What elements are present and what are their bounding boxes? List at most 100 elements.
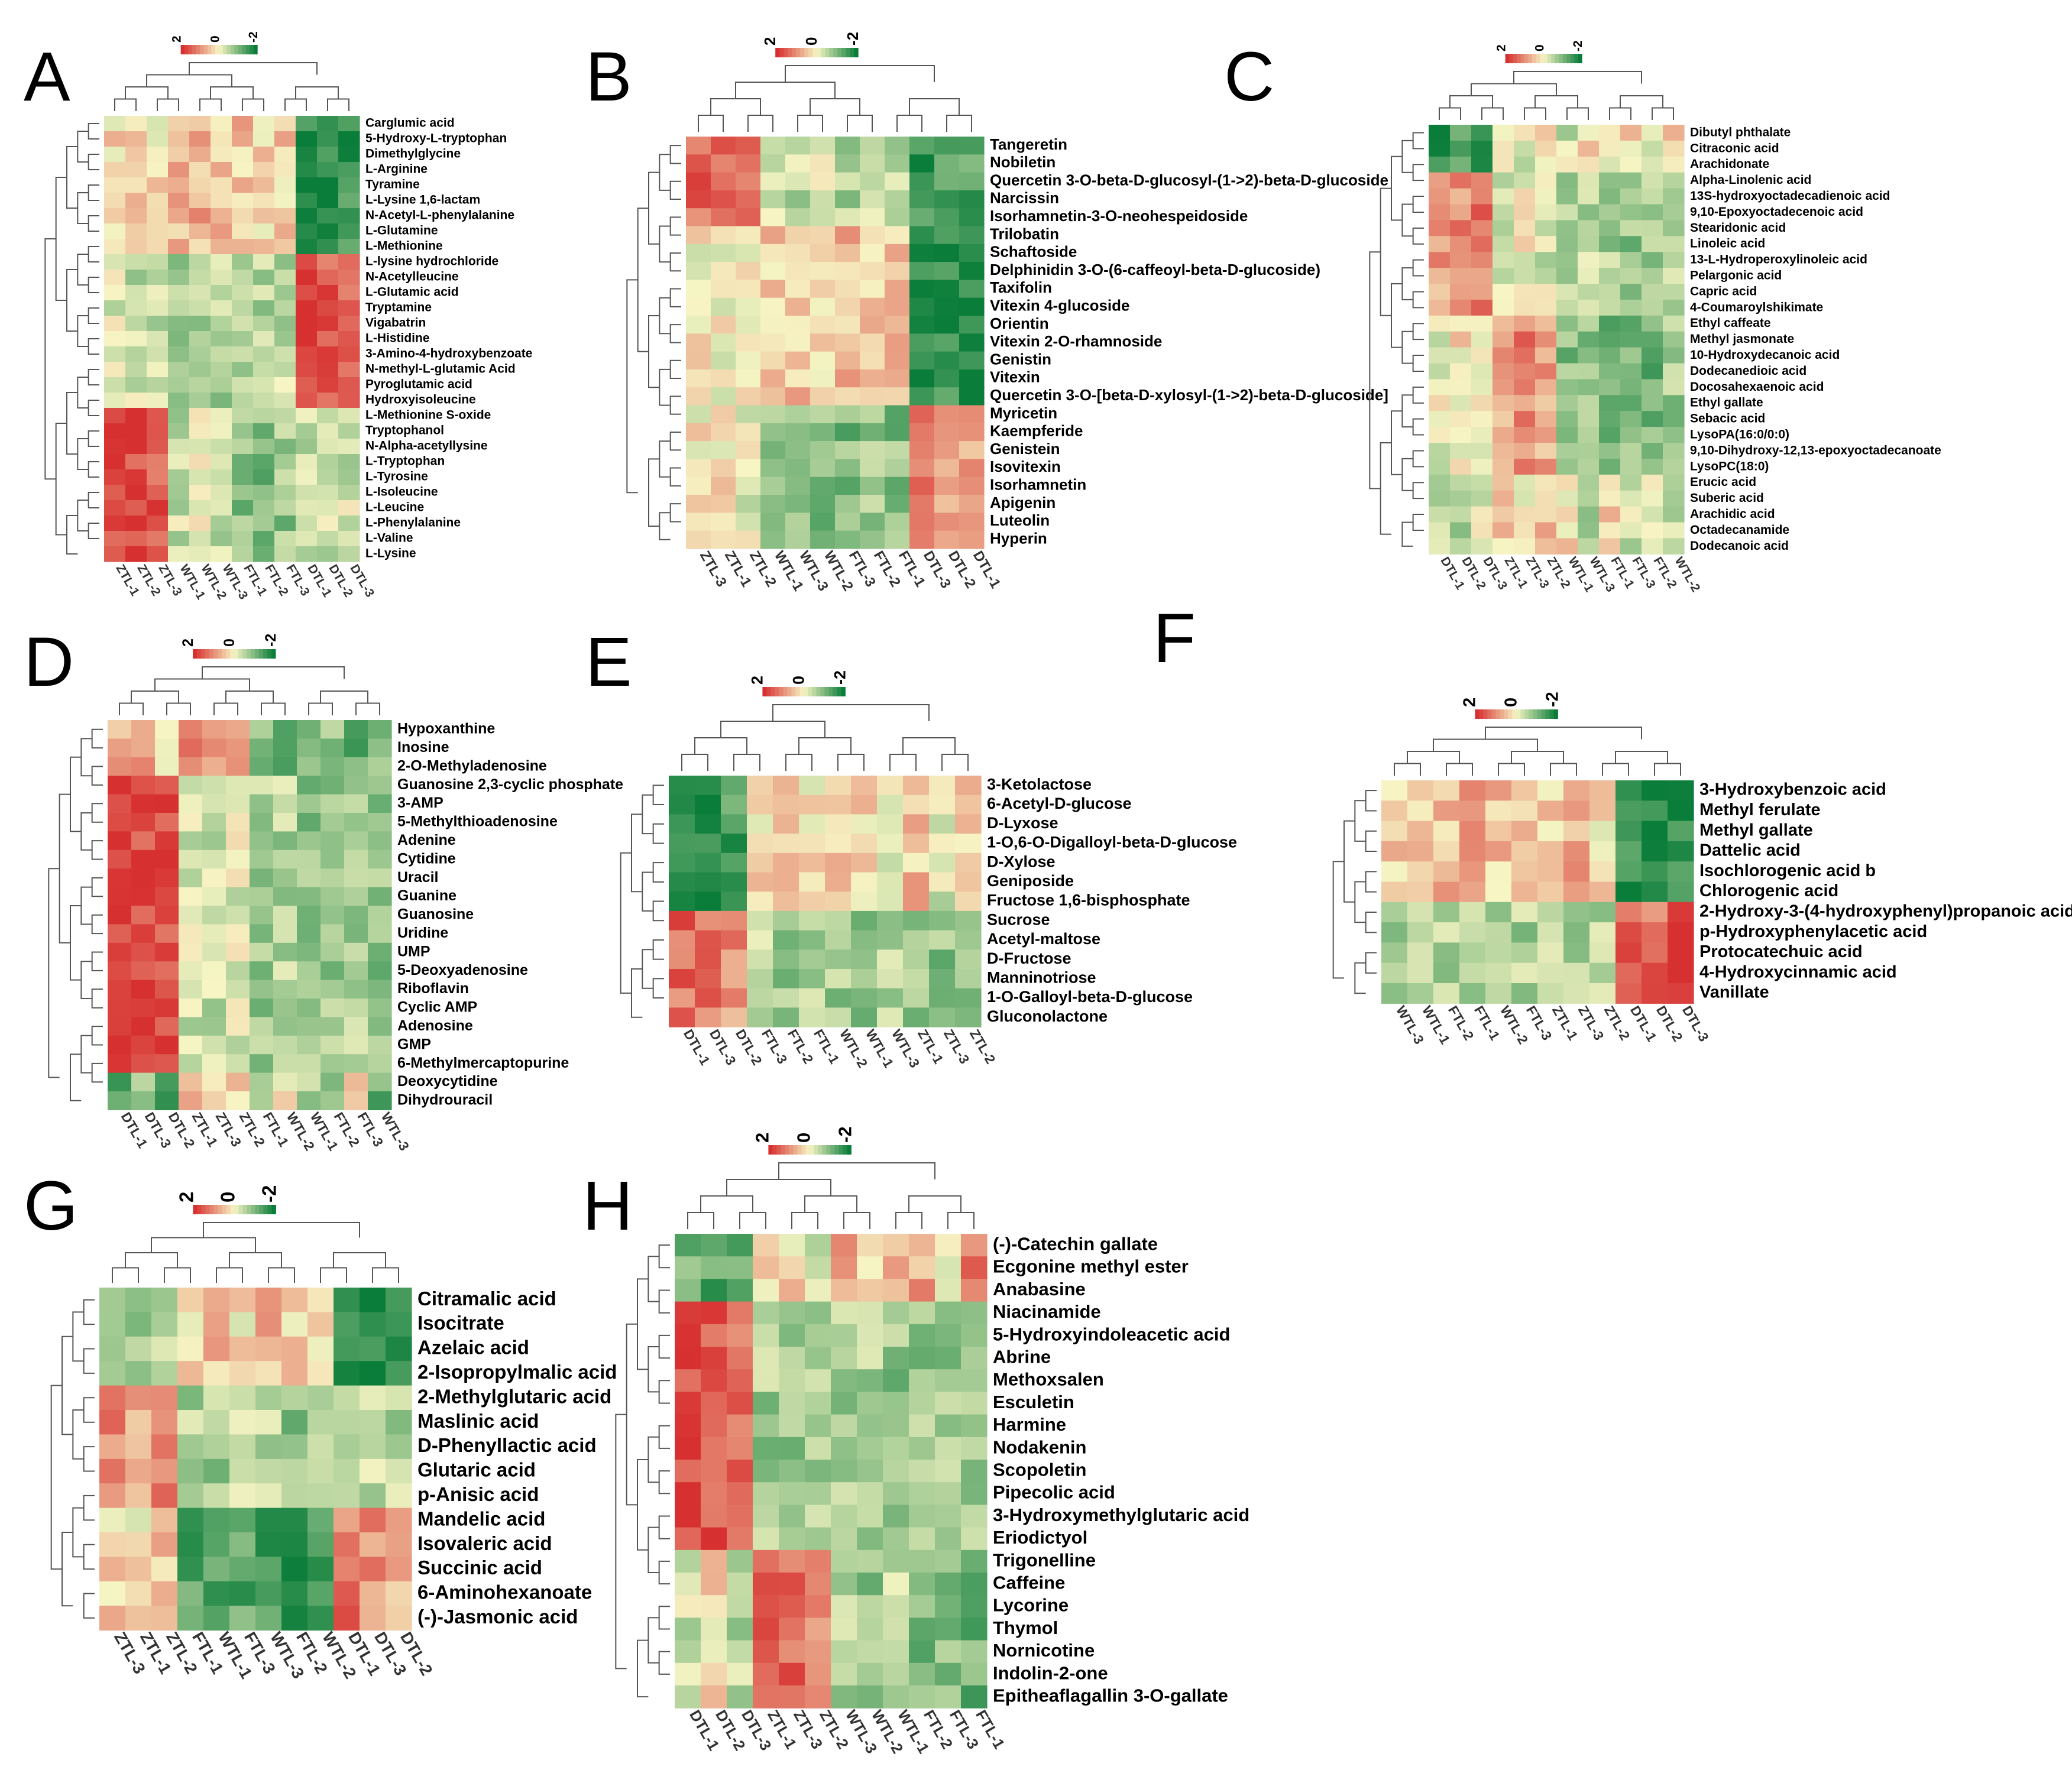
- heatmap-cell: [179, 924, 203, 944]
- heatmap-cell: [1620, 315, 1642, 332]
- heatmap-cell: [675, 1595, 701, 1618]
- heatmap-cell: [760, 476, 786, 495]
- column-dendrogram: [112, 1222, 399, 1283]
- heatmap-cell: [1514, 220, 1536, 236]
- heatmap-cell: [125, 162, 147, 178]
- color-scale-swatch: [816, 687, 821, 696]
- heatmap-cell: [211, 208, 232, 224]
- heatmap-cell: [1493, 522, 1514, 539]
- heatmap-cell: [1642, 188, 1663, 205]
- heatmap-cell: [1663, 363, 1685, 380]
- heatmap-cell: [386, 1532, 412, 1557]
- panel-label-H: H: [582, 1167, 633, 1245]
- heatmap-cell: [686, 244, 711, 262]
- heatmap-cell: [1642, 522, 1663, 539]
- heatmap-cell: [785, 369, 811, 388]
- heatmap-cell: [281, 1361, 308, 1386]
- heatmap-cell: [835, 387, 860, 406]
- heatmap-cell: [711, 387, 736, 406]
- heatmap-cell: [1563, 861, 1590, 883]
- heatmap-cell: [1535, 379, 1557, 395]
- heatmap-cell: [211, 500, 232, 516]
- heatmap-cell: [1620, 395, 1642, 411]
- heatmap-cell: [955, 834, 982, 854]
- row-label: 3-AMP: [397, 795, 443, 811]
- heatmap-cell: [727, 1595, 753, 1618]
- column-label: ZTL-1: [1549, 1003, 1581, 1043]
- color-scale-swatch: [209, 1205, 214, 1214]
- heatmap-cell: [701, 1573, 727, 1596]
- heatmap-cell: [909, 1549, 935, 1573]
- heatmap-cell: [125, 500, 147, 516]
- row-label: Sebacic acid: [1690, 412, 1765, 426]
- row-label: Succinic acid: [417, 1557, 542, 1578]
- heatmap-cell: [131, 961, 156, 981]
- heatmap-cell: [1493, 411, 1514, 427]
- heatmap-cell: [189, 316, 211, 332]
- heatmap-cell: [909, 1505, 935, 1528]
- heatmap-cell: [1433, 800, 1460, 822]
- heatmap-cell: [1642, 780, 1668, 801]
- heatmap-cell: [773, 892, 799, 912]
- heatmap-cell: [675, 1347, 701, 1370]
- heatmap-cell: [253, 270, 275, 286]
- heatmap-panel-E: E3-Ketolactose6-Acetyl-D-glucoseD-Lyxose…: [585, 623, 1237, 1071]
- heatmap-cell: [1642, 841, 1668, 862]
- heatmap-cell: [810, 351, 836, 370]
- heatmap-cell: [147, 546, 169, 562]
- heatmap-cell: [779, 1437, 805, 1460]
- heatmap-cell: [253, 316, 275, 332]
- heatmap-cell: [317, 285, 339, 301]
- heatmap-cell: [1642, 220, 1663, 236]
- heatmap-cell: [1450, 331, 1472, 348]
- heatmap-cell: [1493, 204, 1514, 221]
- heatmap-cell: [1514, 395, 1536, 411]
- heatmap-cell: [151, 1458, 178, 1484]
- heatmap-cell: [250, 942, 274, 962]
- heatmap-cell: [851, 988, 878, 1008]
- heatmap-cell: [885, 316, 910, 334]
- heatmap-cell: [753, 1392, 779, 1415]
- heatmap-cell: [253, 377, 275, 393]
- heatmap-cell: [1493, 427, 1514, 443]
- color-scale-swatch: [234, 1205, 239, 1214]
- row-label: Caffeine: [993, 1573, 1065, 1593]
- heatmap-cell: [1556, 347, 1578, 364]
- heatmap-cell: [232, 439, 254, 455]
- heatmap-cell: [386, 1361, 412, 1386]
- heatmap-cell: [909, 1234, 935, 1257]
- heatmap-cell: [727, 1640, 753, 1664]
- heatmap-cell: [760, 280, 786, 299]
- heatmap-cell: [695, 814, 721, 834]
- heatmap-cell: [883, 1324, 909, 1347]
- heatmap-cell: [929, 969, 956, 989]
- heatmap-cell: [909, 137, 935, 155]
- heatmap-cell: [835, 369, 860, 388]
- row-label: Ecgonine methyl ester: [993, 1256, 1189, 1277]
- heatmap-cell: [211, 377, 232, 393]
- heatmap-cell: [805, 1369, 831, 1392]
- heatmap-cell: [155, 1017, 179, 1036]
- heatmap-cell: [857, 1595, 883, 1618]
- heatmap-cell: [825, 988, 852, 1008]
- heatmap-cell: [253, 546, 275, 562]
- heatmap-cell: [860, 244, 885, 262]
- heatmap-cell: [711, 297, 736, 316]
- heatmap-cell: [211, 346, 232, 362]
- heatmap-cell: [1537, 861, 1564, 883]
- heatmap-cell: [877, 969, 904, 989]
- heatmap-cell: [360, 1508, 386, 1533]
- color-scale-tick: -2: [831, 670, 849, 685]
- heatmap-cell: [338, 346, 360, 362]
- heatmap-cell: [779, 1482, 805, 1505]
- heatmap-cell: [1450, 188, 1472, 205]
- color-scale-swatch: [271, 1205, 276, 1214]
- heatmap-cell: [368, 813, 392, 832]
- heatmap-cell: [297, 831, 321, 851]
- color-scale-tick: -2: [1543, 692, 1562, 707]
- heatmap-cell: [1535, 506, 1557, 523]
- heatmap-cell: [835, 476, 860, 495]
- heatmap-cell: [721, 949, 747, 970]
- heatmap-cell: [1514, 411, 1536, 427]
